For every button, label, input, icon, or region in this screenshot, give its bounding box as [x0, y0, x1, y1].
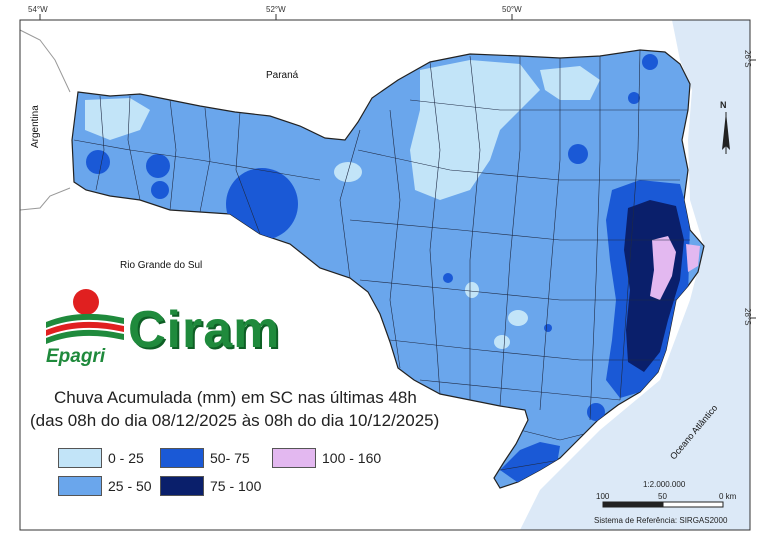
frame-ticks — [39, 14, 756, 319]
lat-26-label: 26°S — [743, 50, 752, 68]
parana-label: Paraná — [266, 70, 299, 81]
legend-swatch — [272, 448, 316, 468]
legend-item-75-100: 75 - 100 — [160, 476, 261, 496]
lon-54-label: 54°W — [28, 5, 48, 14]
legend-label: 50- 75 — [210, 450, 250, 466]
legend-item-50-75: 50- 75 — [160, 448, 250, 468]
argentina-border-north — [19, 29, 71, 93]
argentina-border — [19, 187, 71, 211]
argentina-label: Argentina — [30, 105, 41, 148]
legend-item-100-160: 100 - 160 — [272, 448, 381, 468]
north-arrow — [722, 112, 730, 154]
lon-50-label: 50°W — [502, 5, 522, 14]
map-title-line1: Chuva Acumulada (mm) em SC nas últimas 4… — [54, 388, 417, 407]
scale-bar — [602, 501, 724, 508]
north-arrow-label: N — [720, 100, 727, 110]
legend-swatch — [58, 448, 102, 468]
legend-swatch — [58, 476, 102, 496]
municipal-boundaries — [73, 50, 690, 471]
legend-item-25-50: 25 - 50 — [58, 476, 152, 496]
map-title-line2: (das 08h do dia 08/12/2025 às 08h do dia… — [30, 411, 440, 430]
scale-ratio: 1:2.000.000 — [643, 480, 686, 489]
rainfall-patches — [85, 54, 700, 484]
legend-item-0-25: 0 - 25 — [58, 448, 144, 468]
epagri-logo-text: Epagri — [46, 346, 106, 367]
rio-grande-do-sul-label: Rio Grande do Sul — [120, 260, 203, 271]
scale-tick-100: 100 — [596, 492, 610, 501]
scale-tick-50: 50 — [658, 492, 667, 501]
ocean-area — [520, 20, 750, 530]
lat-28-label: 28°S — [743, 308, 752, 326]
lon-52-label: 52°W — [266, 5, 286, 14]
legend-swatch — [160, 448, 204, 468]
legend-swatch — [160, 476, 204, 496]
legend-label: 100 - 160 — [322, 450, 382, 466]
legend-label: 0 - 25 — [108, 450, 144, 466]
epagri-logo — [46, 289, 124, 344]
legend-label: 75 - 100 — [210, 478, 262, 494]
scale-tick-0: 0 km — [719, 492, 737, 501]
ciram-logo-text: Ciram — [128, 301, 281, 359]
legend-label: 25 - 50 — [108, 478, 152, 494]
map-border — [19, 19, 751, 531]
reference-system: Sistema de Referência: SIRGAS2000 — [594, 516, 728, 525]
